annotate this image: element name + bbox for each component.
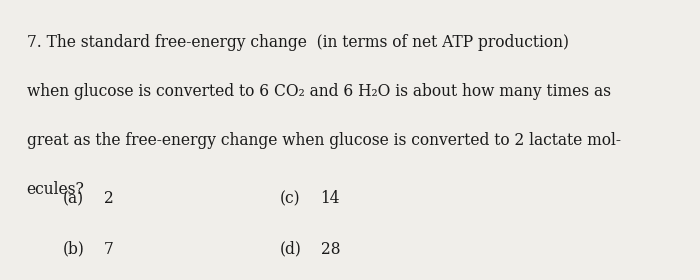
Text: 7: 7 [104,241,113,258]
Text: (c): (c) [280,190,300,207]
Text: when glucose is converted to 6 CO₂ and 6 H₂O is about how many times as: when glucose is converted to 6 CO₂ and 6… [27,83,610,100]
Text: (d): (d) [280,241,302,258]
Text: 28: 28 [321,241,340,258]
Text: (a): (a) [63,190,84,207]
Text: 2: 2 [104,190,113,207]
Text: 7. The standard free-energy change  (in terms of net ATP production): 7. The standard free-energy change (in t… [27,34,568,51]
Text: 14: 14 [321,190,340,207]
Text: ecules?: ecules? [27,181,85,198]
Text: great as the free-energy change when glucose is converted to 2 lactate mol-: great as the free-energy change when glu… [27,132,621,149]
Text: (b): (b) [63,241,85,258]
